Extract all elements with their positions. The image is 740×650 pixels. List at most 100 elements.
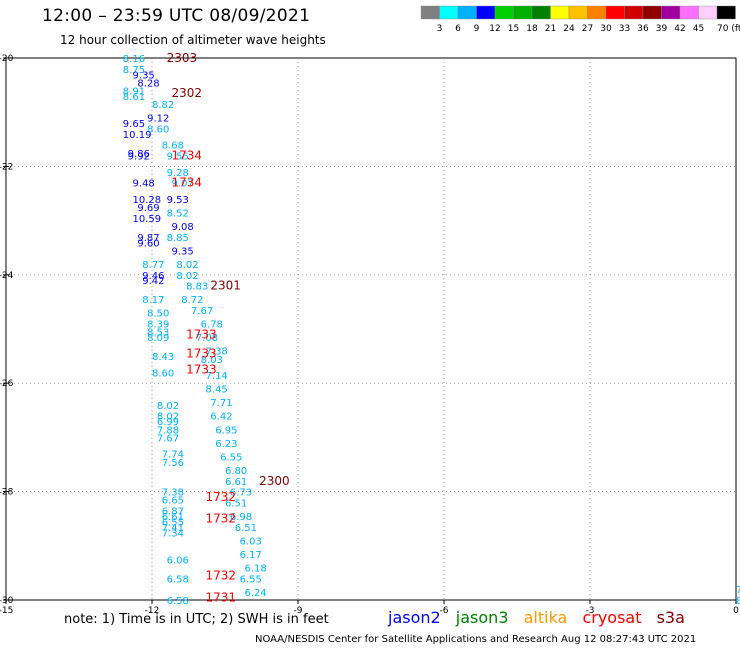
page-subtitle: 12 hour collection of altimeter wave hei… <box>60 33 326 47</box>
wave-height-label: 7.67 <box>191 306 213 317</box>
legend-swatch <box>587 5 607 20</box>
wave-height-label: 6.95 <box>215 425 237 436</box>
y-tick-label: -26 <box>0 379 14 389</box>
time-label: 1731 <box>206 590 237 604</box>
wave-height-label: 7.14 <box>206 371 228 382</box>
wave-height-label: 6.51 <box>225 498 247 509</box>
wave-height-label: 7.88 <box>157 425 179 436</box>
x-tick-label: -9 <box>294 606 303 616</box>
wave-height-label: 6.61 <box>162 512 184 523</box>
wave-height-label: 9.69 <box>137 203 159 214</box>
wave-height-label: 8.17 <box>142 295 164 306</box>
legend-swatch <box>513 5 533 20</box>
wave-height-label: 9.87 <box>137 233 159 244</box>
wave-height-label: 8.60 <box>147 124 169 135</box>
wave-height-label: 6.55 <box>162 517 184 528</box>
legend-swatch <box>439 5 459 20</box>
wave-height-label: 6.58 <box>167 574 189 585</box>
wave-height-label: 6.80 <box>225 466 247 477</box>
time-label: 1732 <box>206 569 237 583</box>
wave-height-label: 9.48 <box>133 179 155 190</box>
legend-tick-label: 3 <box>437 24 443 34</box>
wave-height-label: 8.52 <box>167 208 189 219</box>
legend-tick-label: 39 <box>656 24 668 34</box>
satellite-altika: altika <box>523 608 568 627</box>
plot-border <box>5 57 737 601</box>
wave-height-label: 8.60 <box>152 368 174 379</box>
legend-tick-label: 70 (ft) <box>717 24 740 34</box>
wave-height-label: 6.42 <box>210 412 232 423</box>
time-label: 1733 <box>186 363 217 377</box>
wave-height-label: 9.65 <box>123 119 145 130</box>
legend-swatch <box>661 5 681 20</box>
x-tick-label: -15 <box>0 606 13 616</box>
x-tick-label: -12 <box>145 606 160 616</box>
wave-height-label: 8.77 <box>142 260 164 271</box>
wave-height-label: 10.59 <box>133 214 162 225</box>
wave-height-label: 10.28 <box>133 195 162 206</box>
wave-height-label: 8.75 <box>123 65 145 76</box>
wave-height-label: 9.42 <box>142 276 164 287</box>
wave-height-label: 8.03 <box>201 355 223 366</box>
wave-height-label: 9.53 <box>167 195 189 206</box>
legend-swatch <box>642 5 662 20</box>
wave-height-label: 9.28 <box>167 168 189 179</box>
legend-tick-label: 36 <box>637 24 649 34</box>
wave-height-label: 8.16 <box>123 54 145 65</box>
legend-swatch <box>698 5 718 20</box>
wave-height-label: 8.53 <box>147 328 169 339</box>
legend-tick-label: 30 <box>600 24 612 34</box>
credits: NOAA/NESDIS Center for Satellite Applica… <box>255 634 697 645</box>
wave-height-label: 6.65 <box>162 496 184 507</box>
wave-height-label: 6.51 <box>235 523 257 534</box>
wave-height-label: 9.55 <box>167 152 189 163</box>
legend-tick-label: 42 <box>674 24 685 34</box>
wave-height-label: 8.72 <box>181 295 203 306</box>
wave-height-label: 10.19 <box>123 130 152 141</box>
wave-height-label: 7.74 <box>162 450 184 461</box>
wave-height-label: 8.09 <box>147 333 169 344</box>
wave-height-label: 6.23 <box>215 439 237 450</box>
footnote: note: 1) Time is in UTC; 2) SWH is in fe… <box>64 612 329 627</box>
time-label: 1733 <box>186 346 217 360</box>
wave-height-label: 8.45 <box>206 385 228 396</box>
wave-height-label: 8.50 <box>147 309 169 320</box>
satellite-jason3: jason3 <box>455 608 509 627</box>
legend-tick-label: 6 <box>455 24 461 34</box>
wave-height-label: 6.78 <box>201 320 223 331</box>
wave-height-label: 8 <box>736 596 740 607</box>
wave-height-label: 9.08 <box>171 222 193 233</box>
legend-tick-label: 15 <box>508 24 519 34</box>
plot-frame <box>5 57 737 601</box>
legend-swatch <box>531 5 551 20</box>
wave-height-label: 6.03 <box>240 536 262 547</box>
wave-height-label: 8.82 <box>152 100 174 111</box>
legend-swatch <box>716 5 736 20</box>
legend-swatch <box>550 5 570 20</box>
y-tick-label: -20 <box>0 54 14 64</box>
wave-height-label: 7.38 <box>206 347 228 358</box>
wave-height-label: 8.02 <box>176 271 198 282</box>
wave-height-label: 8.85 <box>167 233 189 244</box>
wave-height-label: 7 <box>736 585 740 596</box>
time-label: 1734 <box>171 176 202 190</box>
wave-height-label: 6.24 <box>244 588 266 599</box>
wave-height-label: 9.35 <box>171 246 193 257</box>
time-label: 2302 <box>171 86 202 100</box>
wave-height-label: 6.87 <box>162 507 184 518</box>
wave-height-label: 7.41 <box>162 523 184 534</box>
wave-height-label: 9.86 <box>128 149 150 160</box>
legend-swatch <box>420 5 440 20</box>
time-label: 1734 <box>171 149 202 163</box>
wave-height-label: 9.46 <box>142 271 164 282</box>
legend-tick-label: 21 <box>545 24 556 34</box>
x-tick-label: -6 <box>440 606 449 616</box>
wave-height-label: 8.68 <box>162 141 184 152</box>
legend-tick-label: 18 <box>526 24 538 34</box>
wave-height-label: 7.67 <box>157 433 179 444</box>
time-label: 1732 <box>206 512 237 526</box>
satellite-legend: jason2 jason3 altika cryosat s3a <box>388 608 695 627</box>
legend-swatch <box>679 5 699 20</box>
